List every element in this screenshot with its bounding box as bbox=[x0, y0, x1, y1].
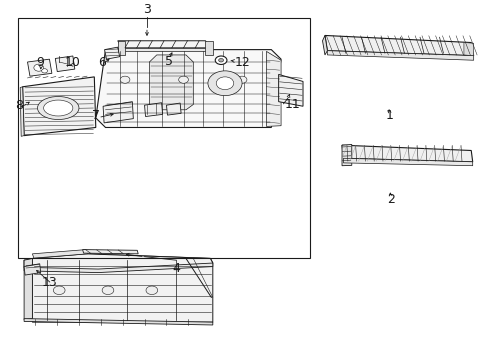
Text: 9: 9 bbox=[37, 55, 44, 68]
Polygon shape bbox=[343, 158, 472, 166]
Ellipse shape bbox=[43, 100, 73, 116]
Ellipse shape bbox=[38, 96, 79, 120]
Polygon shape bbox=[32, 249, 87, 258]
Polygon shape bbox=[22, 77, 96, 136]
Text: 1: 1 bbox=[385, 109, 393, 122]
Polygon shape bbox=[322, 36, 327, 55]
Polygon shape bbox=[122, 48, 210, 51]
Polygon shape bbox=[205, 41, 212, 55]
Polygon shape bbox=[32, 254, 212, 322]
Polygon shape bbox=[463, 42, 473, 56]
Text: 12: 12 bbox=[234, 55, 250, 68]
Polygon shape bbox=[24, 319, 212, 325]
Polygon shape bbox=[96, 50, 281, 127]
Text: 2: 2 bbox=[386, 193, 394, 206]
Polygon shape bbox=[24, 264, 41, 275]
Circle shape bbox=[218, 58, 223, 62]
Text: 7: 7 bbox=[92, 109, 100, 122]
Polygon shape bbox=[341, 145, 472, 162]
Polygon shape bbox=[278, 75, 303, 106]
Polygon shape bbox=[55, 56, 75, 72]
Text: 6: 6 bbox=[98, 55, 106, 68]
Bar bbox=[18, 18, 310, 258]
Polygon shape bbox=[149, 55, 193, 110]
Polygon shape bbox=[166, 103, 181, 115]
Polygon shape bbox=[27, 59, 52, 76]
Polygon shape bbox=[325, 36, 473, 56]
Polygon shape bbox=[82, 249, 138, 254]
Circle shape bbox=[207, 71, 242, 96]
Polygon shape bbox=[118, 41, 210, 48]
Circle shape bbox=[215, 56, 226, 64]
Text: 4: 4 bbox=[172, 262, 180, 275]
Text: 8: 8 bbox=[15, 99, 23, 112]
Circle shape bbox=[216, 77, 233, 90]
Polygon shape bbox=[24, 254, 212, 269]
Circle shape bbox=[34, 64, 43, 71]
Text: 13: 13 bbox=[41, 276, 57, 289]
Polygon shape bbox=[24, 263, 212, 273]
Polygon shape bbox=[118, 41, 125, 55]
Text: 11: 11 bbox=[284, 98, 300, 111]
Polygon shape bbox=[341, 144, 351, 166]
Polygon shape bbox=[104, 47, 120, 59]
Circle shape bbox=[178, 76, 188, 83]
Polygon shape bbox=[103, 102, 133, 123]
Circle shape bbox=[53, 286, 65, 294]
Text: 5: 5 bbox=[164, 55, 173, 68]
Text: 10: 10 bbox=[65, 55, 81, 68]
Polygon shape bbox=[24, 258, 32, 320]
Circle shape bbox=[146, 286, 158, 294]
Circle shape bbox=[120, 76, 130, 83]
Polygon shape bbox=[266, 51, 281, 126]
Circle shape bbox=[237, 76, 246, 83]
Circle shape bbox=[102, 286, 114, 294]
Polygon shape bbox=[144, 103, 162, 117]
Polygon shape bbox=[20, 87, 24, 136]
Text: 3: 3 bbox=[143, 3, 151, 16]
Polygon shape bbox=[327, 51, 473, 60]
Circle shape bbox=[41, 69, 47, 73]
